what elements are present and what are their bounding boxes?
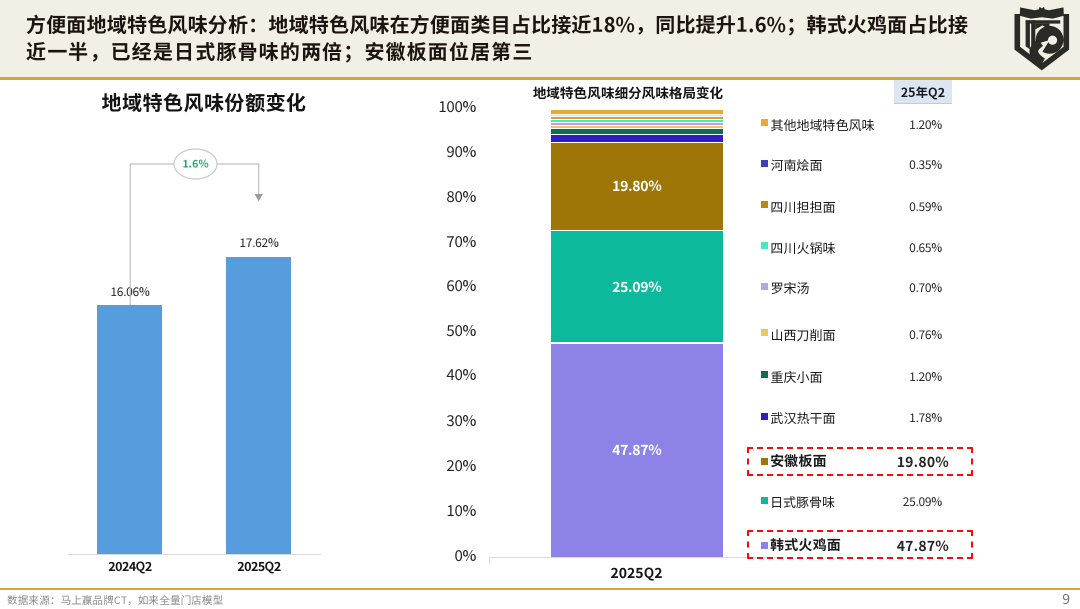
svg-text:1.6%: 1.6%: [183, 157, 210, 172]
